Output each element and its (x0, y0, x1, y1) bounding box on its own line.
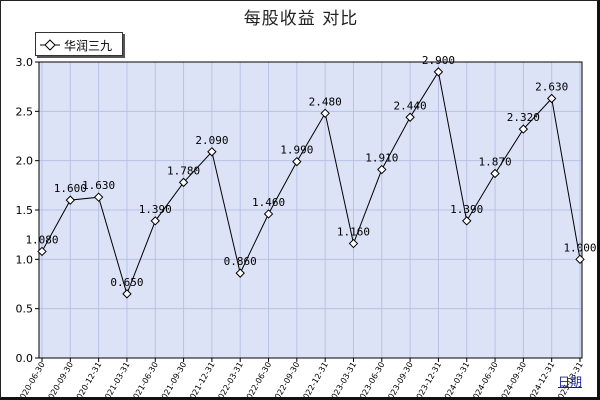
x-tick-label: 2022-06-30 (242, 361, 273, 398)
x-tick-label: 2021-12-31 (186, 361, 217, 398)
y-tick-label: 1.0 (16, 253, 34, 266)
data-point (377, 164, 387, 175)
data-label: 1.990 (280, 144, 313, 157)
data-point (37, 246, 47, 257)
x-tick-label: 2020-09-30 (44, 361, 75, 398)
x-tick-label: 2022-12-31 (299, 361, 330, 398)
x-tick-label: 2023-03-31 (327, 361, 358, 398)
data-point (122, 289, 132, 299)
data-label: 1.000 (563, 241, 596, 254)
data-label: 1.390 (139, 203, 172, 216)
x-tick-label: 2024-03-31 (440, 360, 471, 397)
x-tick-label: 2021-06-30 (129, 361, 160, 398)
data-label: 2.900 (422, 54, 455, 67)
chart-title: 每股收益 对比 (243, 9, 359, 29)
data-point (93, 192, 104, 202)
y-tick-label: 0.0 (16, 352, 34, 365)
y-tick-label: 2.0 (16, 155, 34, 168)
data-label: 1.780 (167, 164, 200, 177)
data-point (207, 147, 217, 157)
data-label: 0.860 (224, 255, 257, 268)
y-tick-label: 1.5 (16, 204, 34, 217)
data-label: 2.320 (507, 111, 540, 124)
data-point (320, 108, 330, 119)
data-point (462, 216, 472, 226)
x-tick-label: 2022-09-30 (271, 361, 302, 398)
x-tick-label: 2024-09-30 (497, 361, 528, 398)
x-tick-label: 2022-03-31 (214, 361, 245, 398)
x-tick-label: 2024-06-30 (469, 360, 500, 397)
legend: 华润三九 (35, 32, 123, 56)
data-label: 1.600 (54, 182, 87, 195)
x-tick-label: 2020-06-30 (16, 361, 47, 398)
x-tick-label: 2023-06-30 (355, 361, 386, 398)
plot-border (38, 61, 583, 359)
data-point (65, 195, 76, 205)
data-label: 2.480 (309, 95, 342, 108)
data-point (235, 268, 245, 278)
data-label: 1.630 (82, 179, 115, 192)
x-tick-label: 2021-03-31 (101, 361, 132, 398)
x-tick-label: 2024-12-31 (525, 361, 556, 398)
data-label: 2.090 (195, 134, 228, 147)
data-label: 1.080 (25, 233, 58, 246)
y-tick-label: 2.5 (16, 105, 34, 118)
data-point (178, 177, 189, 188)
data-label: 1.460 (252, 196, 285, 209)
series-line (41, 70, 581, 296)
data-point (150, 216, 160, 226)
x-tick-label: 2021-09-30 (157, 361, 188, 398)
data-point (575, 254, 585, 265)
x-tick-label: 2023-12-31 (412, 361, 443, 398)
x-tick-label: 2020-12-31 (72, 361, 103, 398)
data-label: 1.390 (450, 203, 483, 216)
data-point (348, 238, 359, 249)
data-point (292, 156, 302, 167)
data-label: 0.650 (110, 276, 143, 289)
legend-label: 华润三九 (64, 39, 113, 53)
x-axis-name: 日期 (558, 375, 583, 389)
data-label: 1.910 (365, 152, 398, 165)
data-label: 1.160 (337, 226, 370, 239)
data-label: 1.870 (478, 155, 511, 168)
data-label: 2.630 (535, 81, 568, 94)
data-label: 2.440 (394, 99, 427, 112)
y-tick-label: 3.0 (16, 56, 34, 69)
x-tick-label: 2023-09-30 (384, 361, 415, 398)
data-point (518, 124, 529, 134)
data-point (433, 67, 444, 77)
y-tick-label: 0.5 (16, 303, 34, 316)
data-point (405, 112, 415, 122)
data-point (263, 209, 274, 219)
legend-diamond-icon (40, 39, 60, 51)
data-point (546, 93, 557, 104)
data-point (490, 168, 500, 179)
